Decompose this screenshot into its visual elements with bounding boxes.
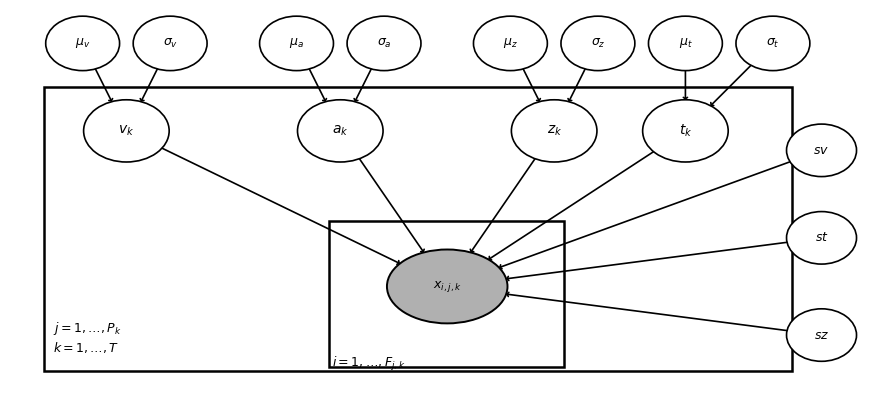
- Text: $t_k$: $t_k$: [679, 123, 692, 139]
- Text: $k =1,\ldots, T$: $k =1,\ldots, T$: [53, 340, 120, 355]
- Ellipse shape: [84, 100, 169, 162]
- Text: $i =1,\ldots, F_{j,k}$: $i =1,\ldots, F_{j,k}$: [332, 355, 406, 373]
- Ellipse shape: [260, 16, 333, 71]
- Ellipse shape: [473, 16, 548, 71]
- Text: $\sigma_a$: $\sigma_a$: [376, 37, 391, 50]
- Text: $st$: $st$: [815, 231, 829, 244]
- Text: $\sigma_z$: $\sigma_z$: [591, 37, 605, 50]
- Text: $j =1,\ldots, P_k$: $j =1,\ldots, P_k$: [53, 320, 122, 337]
- Text: $\sigma_t$: $\sigma_t$: [766, 37, 780, 50]
- Ellipse shape: [787, 212, 857, 264]
- Text: $\sigma_v$: $\sigma_v$: [163, 37, 178, 50]
- Text: $x_{i,j,k}$: $x_{i,j,k}$: [433, 279, 462, 294]
- Text: $\mu_z$: $\mu_z$: [503, 36, 518, 50]
- Ellipse shape: [46, 16, 120, 71]
- Text: $sz$: $sz$: [814, 329, 829, 342]
- Text: $\mu_v$: $\mu_v$: [75, 36, 90, 50]
- Ellipse shape: [642, 100, 728, 162]
- Ellipse shape: [347, 16, 421, 71]
- Ellipse shape: [561, 16, 635, 71]
- Ellipse shape: [387, 249, 507, 323]
- Bar: [44, 87, 793, 371]
- Text: $z_k$: $z_k$: [547, 124, 562, 138]
- Text: $v_k$: $v_k$: [118, 124, 135, 138]
- Text: $\mu_t$: $\mu_t$: [678, 36, 692, 50]
- Ellipse shape: [511, 100, 597, 162]
- Ellipse shape: [736, 16, 810, 71]
- Text: $sv$: $sv$: [814, 144, 829, 157]
- Text: $a_k$: $a_k$: [332, 124, 348, 138]
- Ellipse shape: [648, 16, 723, 71]
- Ellipse shape: [787, 124, 857, 177]
- Ellipse shape: [133, 16, 207, 71]
- Ellipse shape: [298, 100, 383, 162]
- Ellipse shape: [787, 309, 857, 361]
- Text: $\mu_a$: $\mu_a$: [289, 36, 304, 50]
- Bar: [329, 221, 564, 367]
